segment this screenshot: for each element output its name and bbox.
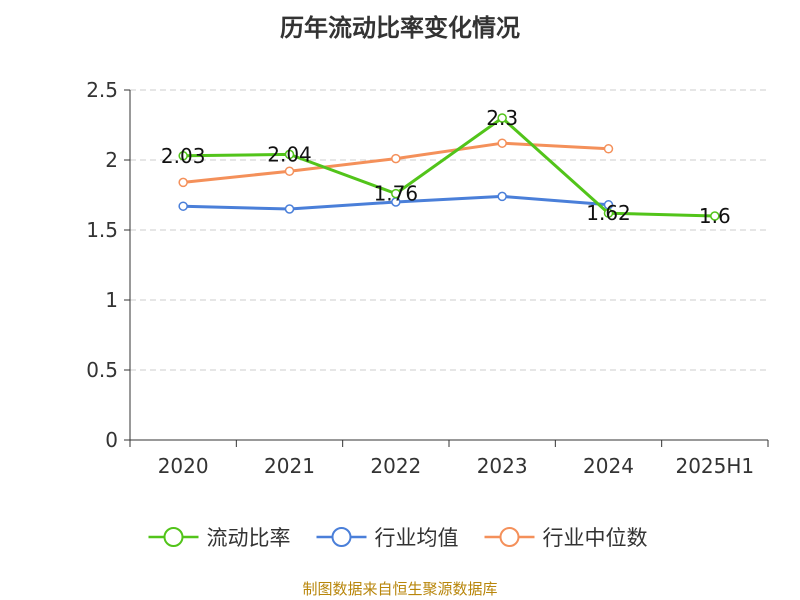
legend-label: 行业均值 (375, 526, 459, 550)
chart-title: 历年流动比率变化情况 (280, 14, 520, 42)
y-tick-label: 1.5 (86, 218, 118, 242)
data-label: 1.76 (374, 182, 419, 206)
data-point (603, 208, 614, 218)
data-point (710, 211, 720, 221)
source-note: 制图数据来自恒生聚源数据库 (302, 580, 498, 598)
data-point (284, 149, 295, 160)
legend-item: 行业中位数 (484, 526, 648, 550)
data-point (178, 151, 188, 161)
legend-marker (331, 527, 352, 547)
legend-item: 流动比率 (148, 526, 291, 550)
x-tick-label: 2024 (583, 454, 634, 478)
data-point (497, 113, 507, 123)
data-point (284, 204, 295, 214)
legend-label: 流动比率 (207, 526, 291, 550)
y-tick-label: 0 (105, 428, 118, 452)
data-label: 2.3 (486, 106, 518, 130)
data-labels: 2.03 2.04 1.76 2.3 1.62 1.6 (161, 106, 731, 228)
data-label: 2.03 (161, 144, 206, 168)
data-label: 2.04 (267, 142, 312, 166)
data-point (497, 138, 507, 148)
data-point (178, 201, 188, 211)
legend-marker (163, 527, 184, 547)
y-tick-label: 1 (105, 288, 118, 312)
x-tick-label: 2025H1 (675, 454, 754, 478)
data-point (391, 188, 401, 199)
x-tick-label: 2020 (158, 454, 209, 478)
legend-item: 行业均值 (316, 526, 459, 550)
y-tick-label: 0.5 (86, 358, 118, 382)
data-point (284, 166, 295, 176)
data-point (603, 144, 614, 154)
y-tick-label: 2.5 (86, 78, 118, 102)
data-point (497, 191, 507, 202)
x-tick-label: 2023 (477, 454, 528, 478)
data-label: 1.6 (699, 204, 731, 228)
y-tick-label: 2 (105, 148, 118, 172)
data-point (178, 177, 188, 188)
x-tick-label: 2022 (370, 454, 421, 478)
legend-label: 行业中位数 (543, 526, 648, 550)
legend-marker (499, 527, 520, 547)
axes: 0 0.5 1 1.5 2 2.5 2020 2021 2022 2023 2024 2025H1 (86, 78, 769, 478)
data-point (391, 153, 401, 164)
x-tick-label: 2021 (264, 454, 315, 478)
series-line (183, 116, 715, 218)
series-lines (178, 113, 720, 221)
legend: 流动比率 行业均值 行业中位数 (148, 526, 648, 550)
grid-lines (130, 89, 768, 371)
data-label: 1.62 (586, 201, 631, 225)
